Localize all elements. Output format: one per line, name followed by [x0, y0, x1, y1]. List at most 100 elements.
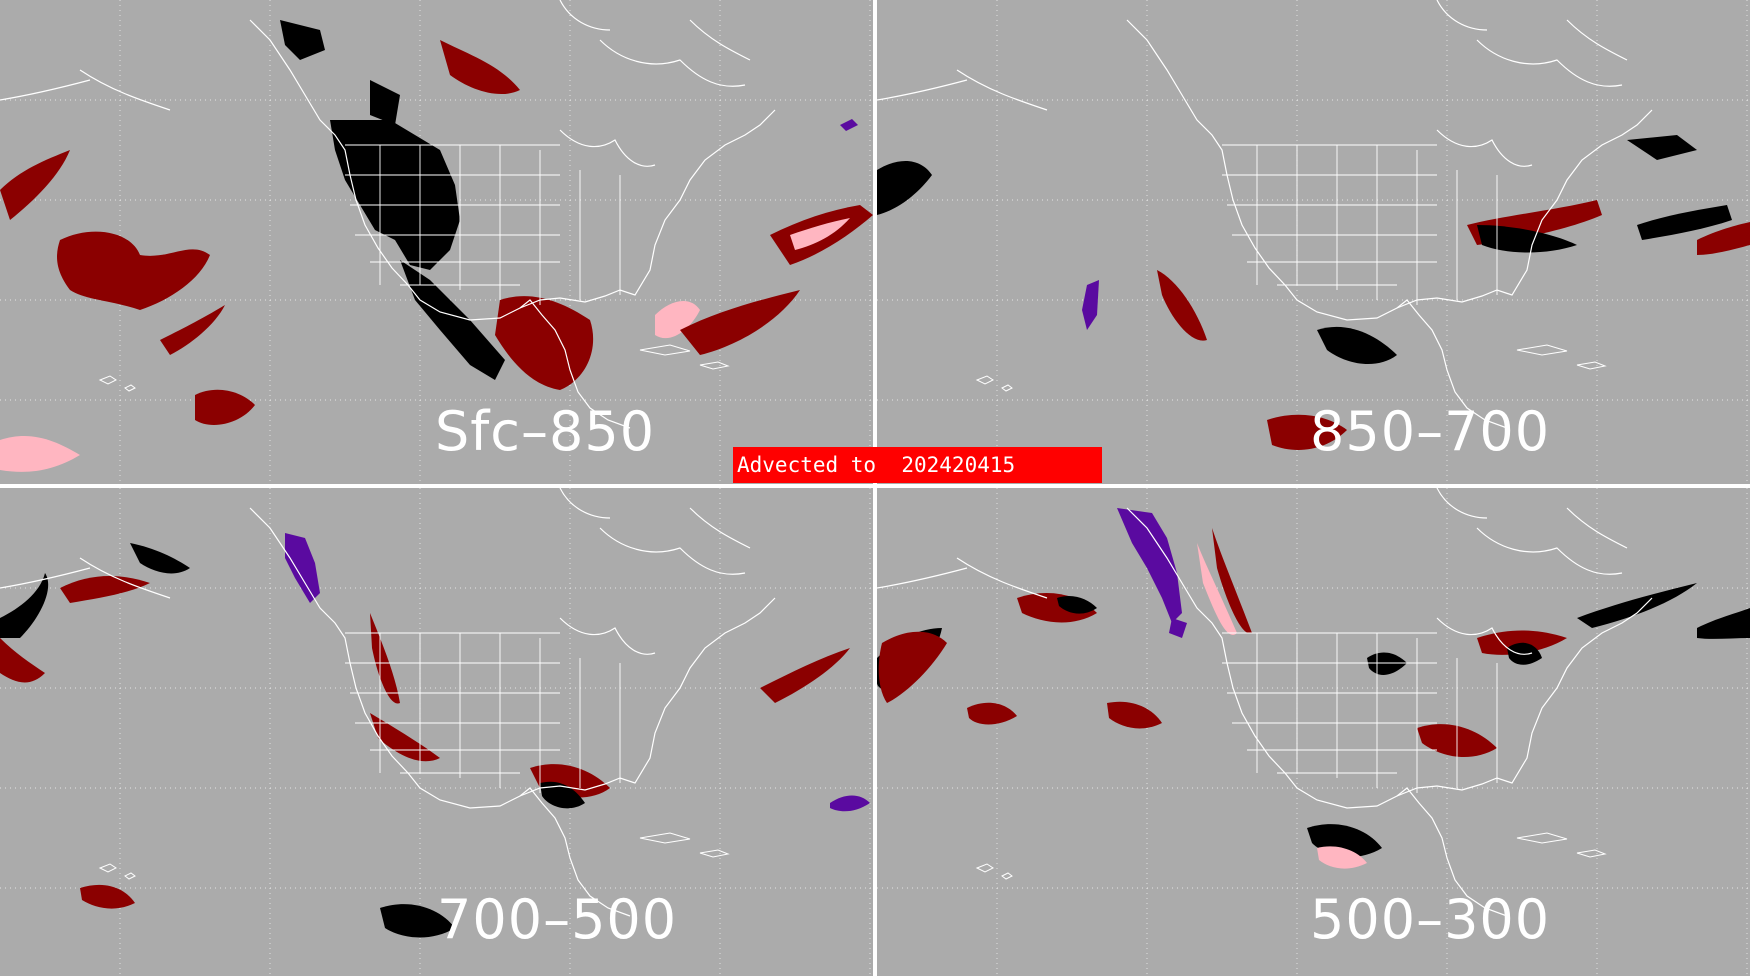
- pink-region: [1197, 543, 1237, 635]
- dark-red-region: [370, 713, 440, 762]
- map-panel-700-500: 700–500: [0, 488, 873, 976]
- coastline: [519, 597, 776, 797]
- panel-divider-horizontal: [0, 484, 1750, 488]
- dark-red-region: [1267, 414, 1347, 450]
- pink-region: [655, 300, 700, 339]
- purple-region: [285, 533, 320, 603]
- black-region: [540, 781, 585, 809]
- advection-time-banner: Advected to 202420415: [733, 447, 1102, 483]
- island-outline: [1516, 344, 1568, 356]
- coastline: [79, 69, 171, 111]
- island-outline: [1576, 849, 1607, 858]
- dark-red-region: [1157, 270, 1207, 341]
- dark-red-region: [80, 884, 135, 909]
- black-region: [1367, 652, 1407, 675]
- dark-red-region: [680, 290, 800, 355]
- black-region: [280, 20, 325, 60]
- dark-red-region: [878, 631, 947, 703]
- panel-divider-vertical: [873, 0, 877, 976]
- coastline: [1436, 617, 1533, 655]
- island-outline: [1516, 832, 1568, 844]
- island-outline: [124, 872, 136, 880]
- layer-label: Sfc–850: [435, 400, 656, 463]
- island-outline: [98, 863, 117, 873]
- coastline: [877, 567, 968, 589]
- coastline: [1396, 109, 1653, 309]
- coastline: [1436, 488, 1488, 519]
- coastline: [599, 39, 746, 87]
- coastline: [1436, 0, 1488, 31]
- coastline: [1566, 19, 1628, 61]
- map-panel-500-300: 500–300: [877, 488, 1750, 976]
- black-region: [1317, 326, 1397, 365]
- island-outline: [699, 361, 730, 370]
- black-region: [400, 260, 505, 380]
- black-region: [1577, 583, 1697, 628]
- black-region: [877, 160, 932, 215]
- black-region: [370, 80, 400, 125]
- coastline: [79, 557, 171, 599]
- island-outline: [975, 863, 994, 873]
- coastline: [249, 507, 631, 917]
- dark-red-region: [60, 576, 150, 603]
- purple-region: [840, 119, 858, 131]
- purple-region: [1169, 618, 1187, 638]
- layer-label: 500–300: [1310, 888, 1551, 951]
- dark-red-region: [160, 305, 225, 355]
- island-outline: [699, 849, 730, 858]
- purple-region: [830, 795, 870, 812]
- coastline: [519, 109, 776, 309]
- map-panel-sfc-850: Sfc–850: [0, 0, 873, 484]
- dark-red-region: [967, 702, 1017, 725]
- coastline: [1396, 597, 1653, 797]
- dark-red-region: [440, 40, 520, 95]
- black-region: [1627, 135, 1697, 160]
- coastline: [689, 19, 751, 61]
- coastline: [1126, 507, 1508, 917]
- coastline: [559, 0, 611, 31]
- island-outline: [124, 384, 136, 392]
- coastline: [1566, 507, 1628, 549]
- island-outline: [1001, 872, 1013, 880]
- pink-region: [790, 218, 850, 250]
- coastline: [1476, 527, 1623, 575]
- coastline: [956, 69, 1048, 111]
- purple-region: [1082, 280, 1099, 330]
- dark-red-region: [1107, 701, 1162, 729]
- black-region: [1697, 608, 1750, 639]
- black-region: [1637, 205, 1732, 240]
- black-region: [330, 120, 460, 270]
- coastline: [1436, 129, 1533, 167]
- island-outline: [1001, 384, 1013, 392]
- dark-red-region: [0, 150, 70, 220]
- layer-label: 850–700: [1310, 400, 1551, 463]
- dark-red-region: [370, 613, 400, 704]
- coastline: [689, 507, 751, 549]
- layer-label: 700–500: [437, 888, 678, 951]
- black-region: [0, 573, 49, 638]
- coastline: [956, 557, 1048, 599]
- island-outline: [1576, 361, 1607, 370]
- dark-red-region: [760, 648, 850, 703]
- dark-red-region: [57, 231, 211, 310]
- dark-red-region: [495, 296, 594, 390]
- coastline: [559, 129, 656, 167]
- coastline: [559, 488, 611, 519]
- purple-region: [1117, 508, 1182, 623]
- black-region: [130, 543, 190, 574]
- coastline: [599, 527, 746, 575]
- island-outline: [639, 832, 691, 844]
- pink-region: [1317, 846, 1367, 869]
- coastline: [1476, 39, 1623, 87]
- dark-red-region: [1697, 222, 1750, 255]
- island-outline: [98, 375, 117, 385]
- dark-red-region: [1477, 630, 1567, 655]
- map-canvas: [877, 0, 1750, 484]
- black-region: [1057, 596, 1097, 614]
- map-panel-850-700: 850–700: [877, 0, 1750, 484]
- pink-region: [0, 435, 80, 472]
- coastline: [1126, 19, 1508, 429]
- coastline: [0, 567, 91, 589]
- dark-red-region: [195, 389, 255, 425]
- coastline: [0, 79, 91, 101]
